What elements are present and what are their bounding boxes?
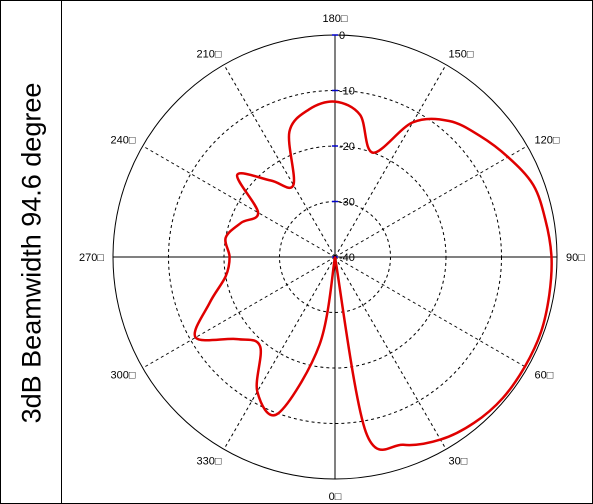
data-point [277,412,279,415]
angular-tick-label: 60□ [535,370,554,382]
data-point [194,336,197,339]
data-point [540,331,542,333]
grid-spoke [142,256,336,369]
grid-spoke [223,256,336,450]
radial-tick-label: -20 [339,141,355,153]
data-point [550,256,553,258]
data-point [524,365,526,368]
grid-spoke [334,256,447,450]
data-point [224,236,227,239]
grid-spoke [142,145,336,258]
grid-spoke [334,256,528,369]
grid-spoke [223,64,336,258]
angular-tick-label: 90□ [566,252,585,264]
data-point [473,422,475,424]
radial-tick-label: -40 [339,252,355,264]
data-point [292,184,295,186]
data-point [288,131,291,133]
data-point [318,343,321,346]
data-point [257,211,259,214]
data-point [502,397,504,399]
data-point [411,121,414,124]
data-point [448,120,450,122]
data-point [544,219,547,221]
data-point [439,438,442,441]
radial-tick-label: 0 [339,30,345,42]
data-point [269,179,272,182]
data-point [365,431,367,433]
data-point [236,338,239,340]
data-point [236,174,239,176]
data-point [359,114,361,116]
data-point [308,108,310,111]
data-point [334,100,336,103]
data-point [240,222,242,224]
grid-spoke [334,145,528,258]
angular-tick-label: 330□ [197,456,222,468]
data-point [532,184,534,186]
data-point [256,390,259,393]
angular-tick-label: 150□ [449,48,474,60]
angular-tick-label: 240□ [110,135,135,147]
angular-tick-label: 210□ [197,48,222,60]
radiation-pattern-line [193,100,553,451]
data-point [402,443,405,446]
data-point [334,256,336,258]
angular-tick-label: 30□ [449,456,468,468]
data-point [507,156,509,158]
data-point [259,345,261,348]
radial-tick-label: -30 [339,197,355,209]
data-point [372,151,374,154]
data-point [478,134,481,137]
data-point [548,293,551,296]
data-point [209,301,211,304]
radial-tick-label: -10 [339,86,355,98]
data-point [224,275,227,278]
angular-tick-label: 0□ [329,491,342,503]
angular-tick-label: 270□ [79,252,104,264]
angular-tick-label: 180□ [323,13,348,25]
grid-spoke [334,64,447,258]
angular-tick-label: 120□ [535,135,560,147]
angular-tick-label: 300□ [110,370,135,382]
data-point [228,256,231,258]
